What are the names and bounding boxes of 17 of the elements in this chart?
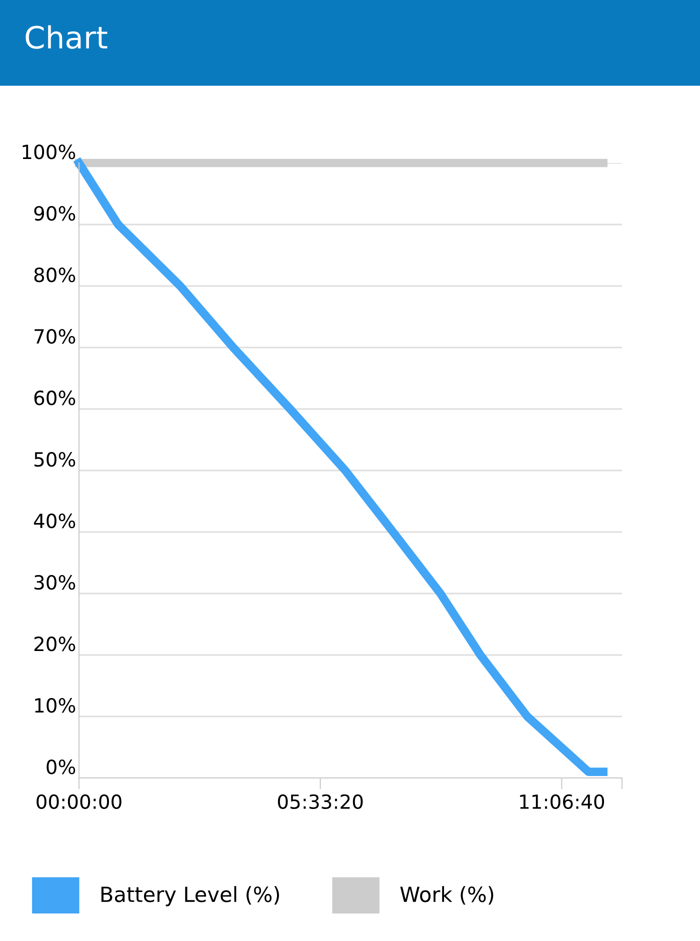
x-tick-label: 11:06:40 <box>520 794 604 810</box>
y-tick-label: 90% <box>34 206 76 221</box>
chart-title: Chart <box>26 25 108 49</box>
y-tick-label: 0% <box>46 760 76 774</box>
y-tick-label: 60% <box>34 390 76 406</box>
y-tick-label: 20% <box>34 636 76 652</box>
y-tick-label: 80% <box>34 268 76 282</box>
x-tick-label: 05:33:20 <box>278 794 363 810</box>
y-tick-label: 40% <box>34 514 76 528</box>
legend-label: Work (%) <box>400 886 494 905</box>
legend-label: Battery Level (%) <box>101 886 280 906</box>
y-tick-label: 10% <box>35 698 76 713</box>
y-tick-label: 70% <box>34 329 76 344</box>
y-tick-label: 30% <box>34 575 76 590</box>
x-tick-label: 00:00:00 <box>36 794 122 810</box>
y-tick-label: 50% <box>34 452 76 467</box>
y-tick-label: 100% <box>22 144 76 160</box>
